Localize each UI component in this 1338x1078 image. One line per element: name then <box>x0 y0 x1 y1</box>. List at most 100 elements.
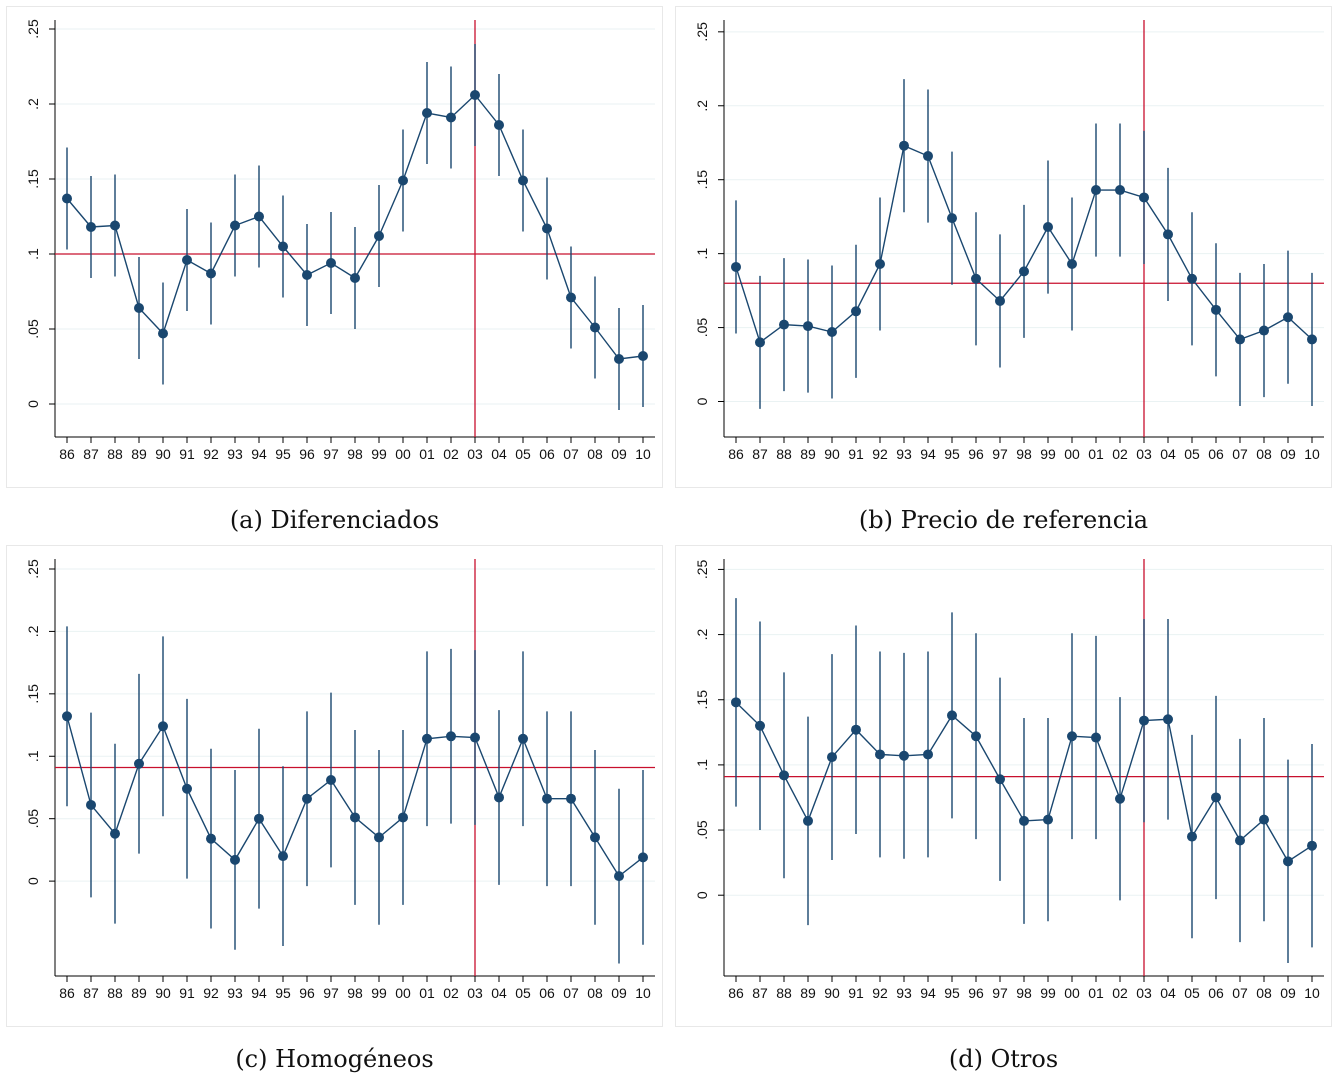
x-tick-label: 06 <box>539 985 555 1001</box>
x-tick-label: 90 <box>155 446 171 462</box>
x-tick-label: 00 <box>1064 446 1080 462</box>
data-point <box>1187 831 1197 842</box>
x-tick-label: 99 <box>1040 446 1056 462</box>
data-point <box>374 832 384 843</box>
x-tick-label: 02 <box>1112 985 1128 1001</box>
data-point <box>254 813 264 824</box>
y-tick-label: .2 <box>694 100 710 112</box>
data-point <box>62 193 72 204</box>
y-tick-label: .25 <box>25 19 41 39</box>
panel-homogeneos: 0 .05 .1 .15 .2 .25 86 87 88 89 90 91 92 93 94 95 96 97 98… <box>0 539 669 1078</box>
data-point <box>827 752 837 763</box>
y-tick-label: .1 <box>694 759 710 771</box>
x-tick-label: 08 <box>587 446 603 462</box>
data-point <box>851 724 861 735</box>
data-point <box>302 270 312 280</box>
data-point <box>827 327 837 338</box>
data-point <box>446 112 456 123</box>
x-tick-label: 05 <box>515 446 531 462</box>
data-point <box>350 812 360 823</box>
x-tick-label: 97 <box>323 985 339 1001</box>
panel-otros: 0 .05 .1 .15 .2 .25 86 87 88 89 90 91 92 93 94 95 96 97 98… <box>669 539 1338 1078</box>
data-point <box>86 799 96 810</box>
x-tick-label: 87 <box>752 446 768 462</box>
x-tick-label: 87 <box>752 985 768 1001</box>
x-tick-label: 09 <box>1280 985 1296 1001</box>
data-point <box>494 792 504 803</box>
y-tick-label: .2 <box>694 629 710 641</box>
panel-diferenciados: 0 .05 .1 .15 .2 .25 86 87 88 89 90 91 92 93 94 95 96 97 98… <box>0 0 669 539</box>
data-point <box>1091 185 1101 196</box>
y-tick-label: 0 <box>25 400 41 408</box>
x-tick-label: 04 <box>491 985 507 1001</box>
data-point <box>206 268 216 279</box>
data-point <box>398 175 408 186</box>
x-tick-label: 86 <box>59 985 75 1001</box>
x-tick-label: 08 <box>587 985 603 1001</box>
x-tick-label: 07 <box>1232 446 1248 462</box>
x-tick-label: 94 <box>251 446 267 462</box>
x-tick-label: 96 <box>968 446 984 462</box>
data-point <box>614 871 624 882</box>
data-point <box>254 211 264 222</box>
data-point <box>518 733 528 744</box>
data-point <box>1067 731 1077 742</box>
panel-precio-referencia: 0 .05 .1 .15 .2 .25 86 87 88 89 90 91 92 93 94 95 96 97 98… <box>669 0 1338 539</box>
x-tick-label: 94 <box>920 446 936 462</box>
y-tick-label: .05 <box>25 809 41 829</box>
x-tick-label: 03 <box>467 446 483 462</box>
x-tick-label: 88 <box>776 446 792 462</box>
x-tick-label: 87 <box>83 446 99 462</box>
data-point <box>566 292 576 303</box>
data-point <box>542 793 552 804</box>
x-tick-label: 94 <box>251 985 267 1001</box>
data-point <box>875 258 885 269</box>
data-point <box>470 90 480 100</box>
y-tick-label: .05 <box>694 318 710 338</box>
y-tick-label: .25 <box>25 559 41 579</box>
data-point <box>1187 273 1197 284</box>
y-tick-label: .1 <box>25 750 41 762</box>
data-point <box>923 151 933 162</box>
data-point <box>947 710 957 721</box>
data-point <box>278 851 288 862</box>
data-point <box>731 697 741 708</box>
x-tick-label: 88 <box>107 985 123 1001</box>
x-tick-label: 97 <box>323 446 339 462</box>
x-tick-label: 95 <box>275 446 291 462</box>
x-tick-label: 03 <box>1136 446 1152 462</box>
data-point <box>803 815 813 826</box>
data-point <box>1043 222 1053 233</box>
caption-otros: (d) Otros <box>948 1045 1059 1073</box>
plot-frame <box>675 6 1332 488</box>
data-point <box>1019 266 1029 277</box>
x-tick-label: 89 <box>131 446 147 462</box>
x-tick-label: 96 <box>299 985 315 1001</box>
x-tick-label: 02 <box>1112 446 1128 462</box>
x-tick-label: 10 <box>1304 985 1320 1001</box>
y-tick-label: .05 <box>694 820 710 840</box>
data-point <box>230 220 240 231</box>
data-point <box>590 322 600 333</box>
data-point <box>398 812 408 823</box>
x-tick-label: 95 <box>944 446 960 462</box>
data-point <box>590 832 600 843</box>
x-tick-label: 00 <box>395 985 411 1001</box>
data-point <box>1259 814 1269 825</box>
x-tick-label: 90 <box>824 446 840 462</box>
data-point <box>446 731 456 742</box>
x-tick-label: 87 <box>83 985 99 1001</box>
data-point <box>230 854 240 865</box>
data-point <box>779 319 789 330</box>
caption-homogeneos: (c) Homogéneos <box>235 1045 434 1073</box>
data-point <box>1115 793 1125 804</box>
data-point <box>923 749 933 760</box>
data-point <box>899 140 909 151</box>
x-tick-label: 01 <box>1088 446 1104 462</box>
x-tick-label: 06 <box>1208 446 1224 462</box>
x-tick-label: 10 <box>1304 446 1320 462</box>
data-point <box>206 833 216 844</box>
data-point <box>1091 732 1101 743</box>
y-tick-label: .15 <box>694 690 710 710</box>
x-tick-label: 99 <box>371 985 387 1001</box>
